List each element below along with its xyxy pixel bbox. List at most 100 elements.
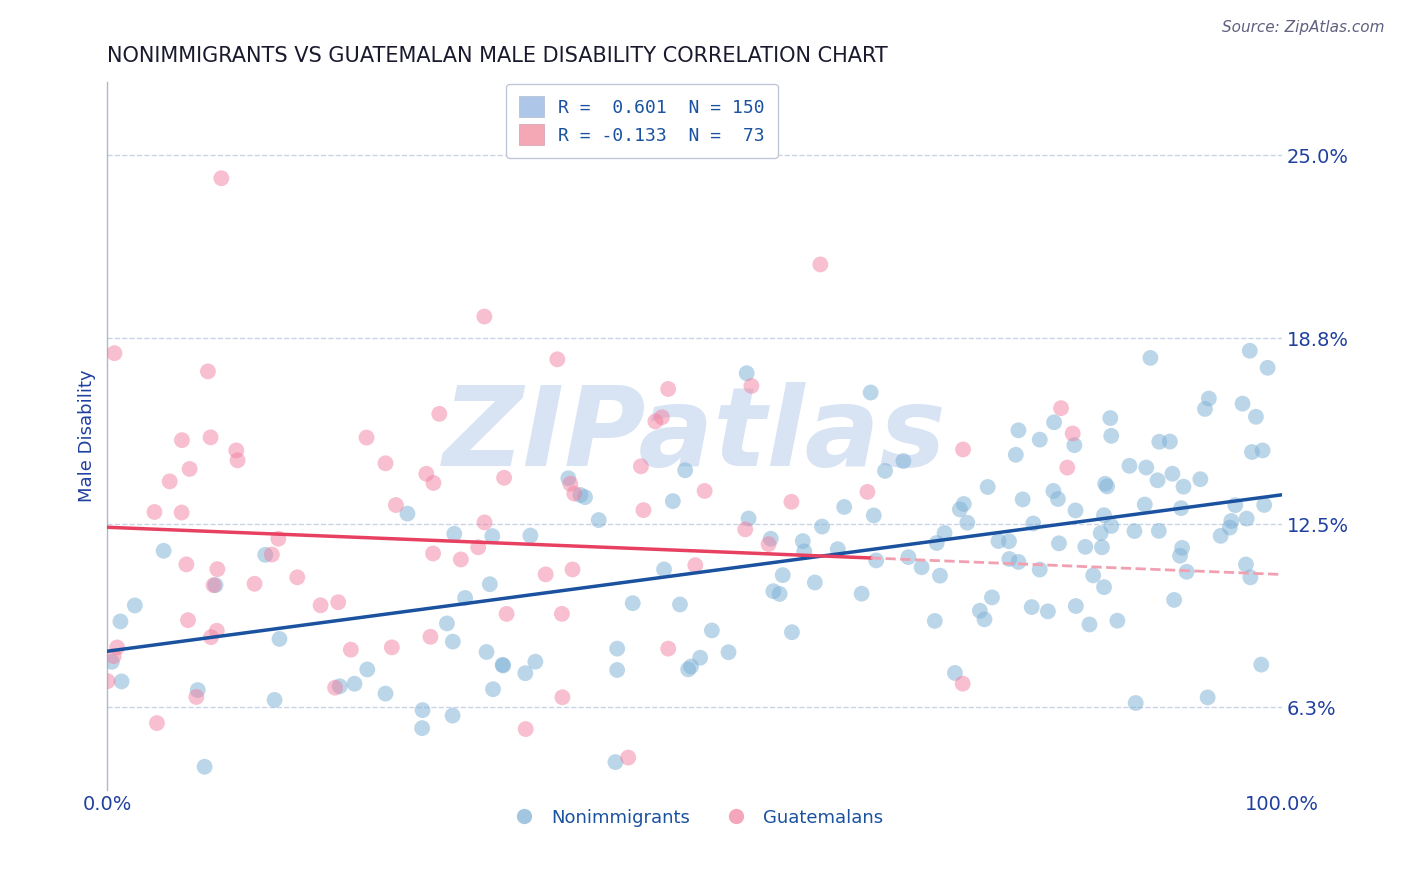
Y-axis label: Male Disability: Male Disability xyxy=(79,369,96,502)
Point xyxy=(412,703,434,717)
Point xyxy=(759,532,782,546)
Point xyxy=(562,486,585,500)
Point xyxy=(1161,467,1184,481)
Point xyxy=(254,548,277,562)
Point xyxy=(981,591,1004,605)
Point xyxy=(1232,397,1254,411)
Point xyxy=(856,484,879,499)
Point xyxy=(328,595,350,609)
Point xyxy=(1083,568,1105,582)
Point xyxy=(1170,501,1192,516)
Point xyxy=(1257,360,1279,375)
Point xyxy=(1011,492,1033,507)
Point xyxy=(1118,458,1140,473)
Point xyxy=(792,534,814,549)
Point xyxy=(103,649,125,664)
Point xyxy=(651,410,673,425)
Point xyxy=(534,567,557,582)
Point xyxy=(374,687,396,701)
Point xyxy=(243,576,266,591)
Point xyxy=(381,640,404,655)
Point xyxy=(482,682,505,697)
Point xyxy=(1171,541,1194,555)
Point xyxy=(443,526,465,541)
Point xyxy=(207,562,229,576)
Point xyxy=(481,529,503,543)
Point xyxy=(385,498,408,512)
Point xyxy=(205,624,228,638)
Point xyxy=(804,575,827,590)
Point xyxy=(832,500,855,514)
Point xyxy=(1074,540,1097,554)
Point xyxy=(693,483,716,498)
Point xyxy=(551,607,574,621)
Point xyxy=(1253,498,1275,512)
Point xyxy=(478,577,501,591)
Point xyxy=(1189,472,1212,486)
Point xyxy=(170,433,193,447)
Point xyxy=(374,456,396,470)
Point xyxy=(652,562,675,576)
Point xyxy=(911,560,934,574)
Point xyxy=(644,414,666,428)
Point xyxy=(1099,429,1122,443)
Point xyxy=(143,505,166,519)
Point xyxy=(492,658,515,673)
Point xyxy=(1220,514,1243,528)
Point xyxy=(495,607,517,621)
Point xyxy=(943,665,966,680)
Point xyxy=(422,475,444,490)
Point xyxy=(1007,423,1029,437)
Point xyxy=(1135,460,1157,475)
Point xyxy=(450,552,472,566)
Point xyxy=(101,655,124,669)
Point xyxy=(605,755,627,769)
Point xyxy=(952,676,974,690)
Point xyxy=(780,495,803,509)
Point xyxy=(934,526,956,541)
Point xyxy=(924,614,946,628)
Point xyxy=(780,625,803,640)
Point xyxy=(267,532,290,546)
Point xyxy=(110,615,132,629)
Point xyxy=(949,502,972,516)
Point xyxy=(998,552,1021,566)
Point xyxy=(105,640,128,655)
Point xyxy=(200,430,222,444)
Point xyxy=(474,516,496,530)
Point xyxy=(356,663,378,677)
Point xyxy=(1239,570,1261,584)
Point xyxy=(1159,434,1181,449)
Point xyxy=(893,454,915,468)
Point xyxy=(1063,438,1085,452)
Point xyxy=(676,662,699,676)
Point xyxy=(1021,600,1043,615)
Point xyxy=(209,171,232,186)
Point xyxy=(1149,434,1171,449)
Point xyxy=(689,650,711,665)
Point xyxy=(519,528,541,542)
Point xyxy=(202,578,225,592)
Point xyxy=(491,657,513,672)
Point xyxy=(159,475,181,489)
Point xyxy=(657,382,679,396)
Point xyxy=(1092,508,1115,523)
Point xyxy=(1042,483,1064,498)
Point xyxy=(1099,411,1122,425)
Point xyxy=(1173,480,1195,494)
Point xyxy=(177,613,200,627)
Point xyxy=(343,677,366,691)
Point xyxy=(1004,448,1026,462)
Point xyxy=(1107,614,1129,628)
Point xyxy=(226,453,249,467)
Point xyxy=(952,442,974,457)
Point xyxy=(200,630,222,644)
Point xyxy=(862,508,884,523)
Point xyxy=(657,641,679,656)
Point xyxy=(146,716,169,731)
Point xyxy=(97,674,120,689)
Point xyxy=(1139,351,1161,365)
Point xyxy=(973,612,995,626)
Point xyxy=(735,366,758,380)
Point xyxy=(925,536,948,550)
